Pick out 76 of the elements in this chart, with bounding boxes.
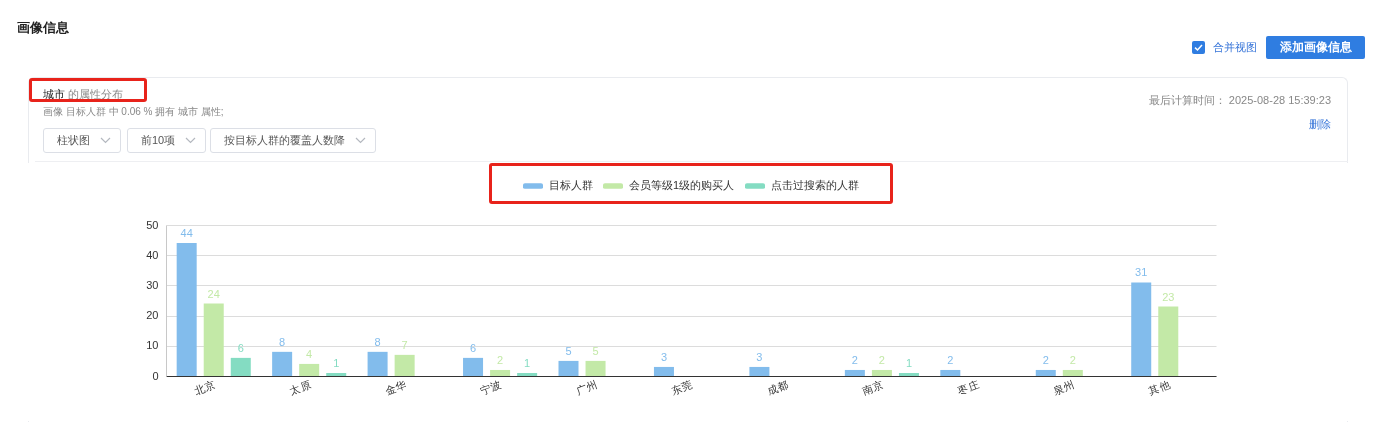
bar [871,369,892,376]
bar [653,366,674,376]
text: 合并视图 [1213,40,1257,55]
y-tick-label: 30 [146,278,159,291]
legend-label: 目标人群 [549,179,593,191]
data-label: 2 [1069,353,1076,366]
x-tick-label: 金华 [383,377,409,397]
bar [940,369,961,376]
bar [490,369,511,376]
data-label: 3 [660,350,668,363]
x-tick-label: 其他 [1146,377,1172,397]
bar [749,366,770,376]
data-label: 8 [374,335,381,348]
dropdown-field: 前10项 [127,128,207,153]
x-tick-label: 宁波 [478,377,504,397]
data-label: 23 [1162,290,1175,303]
x-tick-label: 泉州 [1051,377,1077,397]
data-label: 6 [469,341,477,354]
x-tick-label: 广州 [574,377,599,397]
legend-label: 会员等级1级的购买人 [629,179,735,191]
dropdown-field: 柱状图 [43,128,121,153]
bar [558,360,579,376]
bar [394,354,415,376]
y-tick-label: 0 [152,369,159,382]
bar [176,243,197,376]
bar [299,363,320,376]
text: 删除 [1309,117,1331,132]
bar [272,351,293,376]
data-label: 24 [207,287,220,300]
text: 添加画像信息 [1266,36,1365,59]
text: 最后计算时间： 2025-08-28 15:39:23 [1148,93,1331,108]
x-tick-label: 枣庄 [956,377,981,397]
data-label: 3 [756,350,763,363]
bar [1035,369,1056,376]
x-tick-label: 南京 [860,377,886,397]
data-label: 1 [333,356,340,369]
y-tick-label: 40 [146,248,159,261]
bar [585,360,606,376]
bar [203,303,224,376]
chart-title: 城市 的属性分布 [43,88,123,100]
y-tick-label: 10 [146,339,159,352]
bar [230,357,251,376]
x-tick-label: 北京 [192,377,218,397]
bar [1131,282,1152,376]
text: 画像信息 [17,19,69,37]
dropdown-field: 按目标人群的覆盖人数降 [210,128,376,153]
data-label: 8 [279,335,286,348]
data-label: 2 [878,353,885,366]
bar [844,369,865,376]
data-label: 2 [497,353,504,366]
bar [517,372,538,376]
data-label: 1 [524,356,531,369]
bar [898,372,919,376]
bar [326,372,347,376]
bar [367,351,388,376]
data-label: 4 [306,347,313,360]
bar [463,357,484,376]
legend-label: 点击过搜索的人群 [771,179,859,191]
x-tick-label: 成都 [765,377,790,397]
x-tick-label: 太原 [287,377,313,397]
data-label: 5 [592,344,599,357]
x-tick-label: 东莞 [669,377,695,397]
data-label: 2 [851,353,858,366]
y-tick-label: 20 [146,309,159,322]
data-label: 7 [401,338,408,351]
data-label: 31 [1135,266,1148,279]
y-tick-label: 50 [146,218,159,231]
data-label: 2 [947,353,954,366]
data-label: 6 [237,341,244,354]
chart-subtitle: 画像 目标人群 中 0.06 % 拥有 城市 属性; [43,105,224,119]
bar [1158,306,1179,376]
data-label: 2 [1042,353,1049,366]
bar [1062,369,1083,376]
data-label: 44 [180,227,193,240]
data-label: 5 [565,344,572,357]
data-label: 1 [905,356,913,369]
